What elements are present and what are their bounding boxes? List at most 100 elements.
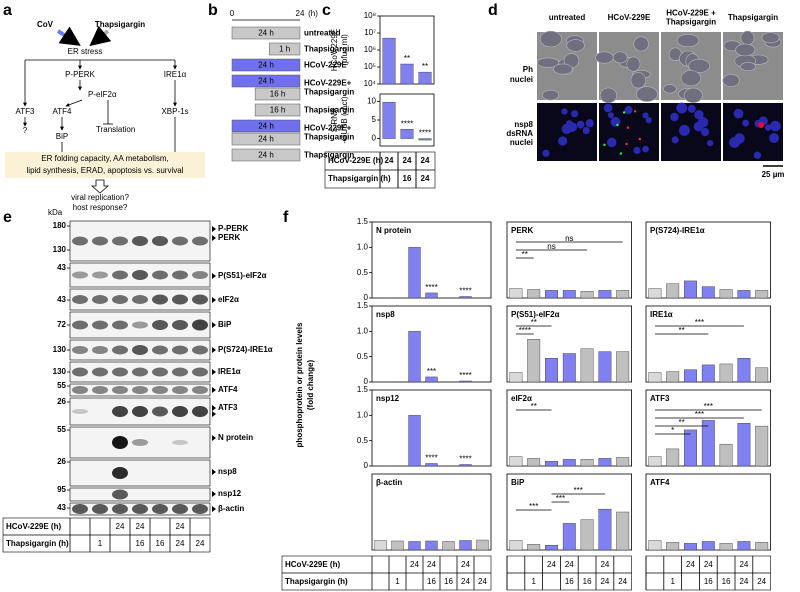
arrowhead [212,369,216,375]
bar [616,351,630,383]
nucleus [576,120,585,129]
panel-label: a [3,2,12,19]
label: ATF4 [53,107,73,116]
band [92,320,108,330]
stain [758,122,764,128]
bar [737,423,751,467]
bar [408,541,421,551]
significance: *** [695,410,704,419]
cell [599,87,618,104]
label: 24 [403,156,412,165]
arrowhead [212,435,216,441]
cell [595,51,614,64]
band [152,406,168,417]
blot-strip [69,459,211,487]
bar [442,541,455,551]
bar [509,372,523,383]
significance: **** [425,283,437,292]
band [72,367,88,377]
label: 24 [757,577,766,586]
arrowhead [212,297,216,303]
label: untreated [304,29,341,38]
y-tick-label: 0 [364,293,369,302]
cell [612,51,628,64]
nucleus [670,112,679,122]
nucleus [764,124,772,131]
bar [666,371,680,383]
band [152,236,168,246]
label: 24 [176,539,185,548]
band [172,345,188,355]
band [152,320,168,330]
bar [527,339,541,383]
label: nuclei [510,138,533,147]
arrowhead [212,411,216,417]
label: nsp12 [218,489,242,498]
bar [684,429,697,467]
bar [598,458,612,467]
cell [630,72,646,89]
band [72,504,88,514]
label: 72 [57,320,66,329]
bar [425,540,438,551]
bar [418,71,432,85]
y-tick-label: 10⁴ [364,79,377,88]
bar [648,456,662,467]
band [192,504,208,514]
connector [65,99,83,107]
bar [755,542,769,551]
bar [382,101,396,139]
panel-label: e [3,209,12,226]
significance: **** [425,454,437,463]
chart-title: ATF3 [650,394,670,403]
stain [603,143,606,147]
band [172,320,188,330]
label: ATF3 [16,107,36,116]
label: 16 [403,174,412,183]
bar [418,138,432,141]
bar [562,459,576,467]
band [172,386,188,394]
bar [459,380,472,383]
bar [400,63,414,85]
label: host response? [73,203,128,212]
stain [619,152,623,155]
label: 1 [531,577,536,586]
micrograph [661,103,721,161]
band [192,294,208,305]
bar [701,364,715,383]
label: Thapsigargin (h) [6,539,69,548]
arrowhead [212,491,216,497]
nucleus [706,139,714,147]
significance: *** [556,494,565,503]
panel-label: c [322,2,331,19]
nucleus [633,146,641,155]
band [92,271,108,279]
label: 55 [57,381,66,390]
band [132,406,148,417]
outcome-box [5,152,205,178]
nucleus [676,102,688,114]
cell [635,86,658,102]
arrowhead [212,226,216,232]
label: 24 [739,577,748,586]
label: 26 [57,397,66,406]
bar [408,415,421,467]
label: Thapsigargin [728,13,778,22]
blot-strip [69,426,211,459]
y-tick-label: 1.0 [357,326,369,335]
stain [616,123,619,127]
cell [683,87,703,104]
significance: ** [522,250,528,259]
y-tick-label: 10⁸ [364,11,376,20]
label: 24 [600,560,609,569]
band [192,367,208,377]
cell [735,43,756,57]
bar [737,290,751,299]
y-tick-label: 0 [372,134,377,143]
label: Thapsigargin (h) [285,577,348,586]
bar [755,367,769,383]
time-bar [269,42,301,56]
significance: **** [401,119,413,128]
